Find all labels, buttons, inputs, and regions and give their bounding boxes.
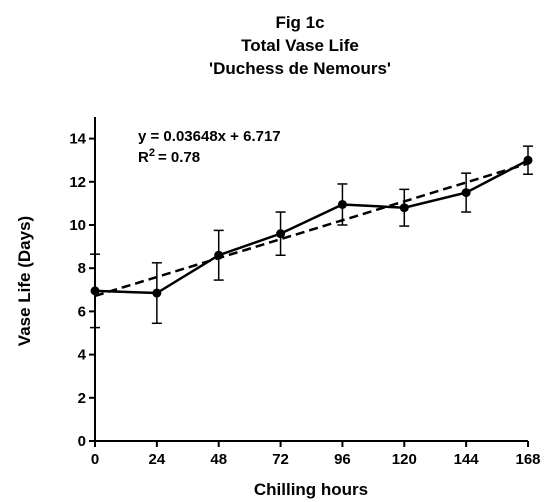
data-point-24 — [152, 288, 162, 298]
x-ticks: 0 24 48 72 96 120 144 168 — [91, 441, 541, 468]
x-tick-label-0: 0 — [91, 451, 99, 468]
data-point-48 — [214, 250, 224, 260]
y-tick-label-6: 6 — [78, 303, 86, 320]
y-axis: 0 2 4 6 8 10 12 14 — [69, 117, 96, 450]
x-axis: 0 24 48 72 96 120 144 168 — [91, 440, 541, 468]
y-tick-label-8: 8 — [78, 260, 86, 277]
x-tick-label-48: 48 — [210, 451, 227, 468]
title-line-1: Fig 1c — [275, 13, 324, 32]
y-tick-label-14: 14 — [69, 131, 86, 148]
series-vase-life — [90, 145, 533, 329]
data-point-96 — [337, 199, 347, 209]
data-point-168 — [523, 155, 533, 165]
title-line-2: Total Vase Life — [241, 36, 359, 55]
trendline — [94, 162, 529, 298]
y-tick-label-10: 10 — [69, 217, 86, 234]
x-tick-label-72: 72 — [272, 451, 289, 468]
x-axis-label: Chilling hours — [254, 480, 368, 499]
data-point-72 — [276, 229, 286, 239]
r-squared-superscript: 2 — [149, 147, 155, 159]
r-squared-text: R2 = 0.78 — [138, 147, 200, 166]
y-tick-label-2: 2 — [78, 390, 86, 407]
r-squared-value: = 0.78 — [158, 149, 200, 166]
error-bars — [90, 145, 533, 329]
x-tick-label-96: 96 — [334, 451, 351, 468]
y-axis-label: Vase Life (Days) — [15, 216, 34, 346]
fit-equation: y = 0.03648x + 6.717 R2 = 0.78 — [138, 128, 281, 166]
equation-text: y = 0.03648x + 6.717 — [138, 128, 281, 145]
data-point-120 — [399, 203, 409, 213]
series-line — [94, 159, 529, 295]
y-tick-label-4: 4 — [78, 347, 87, 364]
title-line-3: 'Duchess de Nemours' — [209, 59, 391, 78]
x-tick-label-24: 24 — [149, 451, 166, 468]
x-tick-label-144: 144 — [454, 451, 480, 468]
data-point-144 — [461, 188, 471, 198]
y-tick-label-12: 12 — [69, 174, 86, 191]
trendline-path — [94, 162, 529, 298]
data-point-0 — [90, 286, 100, 296]
x-tick-label-120: 120 — [392, 451, 417, 468]
chart-title: Fig 1c Total Vase Life 'Duchess de Nemou… — [209, 13, 391, 78]
x-tick-label-168: 168 — [515, 451, 540, 468]
y-ticks: 0 2 4 6 8 10 12 14 — [69, 131, 95, 450]
y-tick-label-0: 0 — [78, 433, 86, 450]
r-squared-prefix: R — [138, 149, 149, 166]
